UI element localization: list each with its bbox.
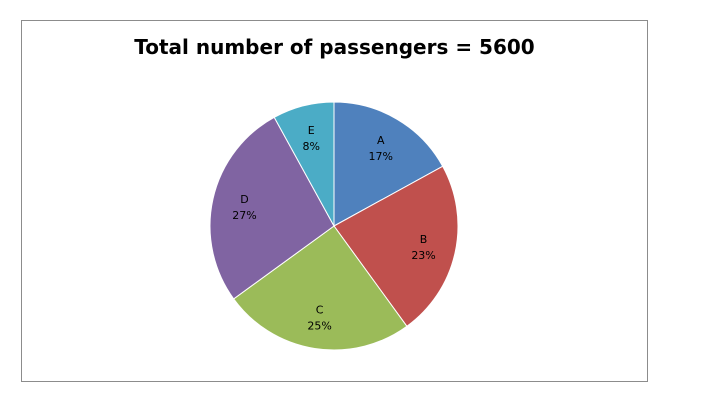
slice-label-value-e: 8% xyxy=(302,140,319,153)
chart-frame: Total number of passengers = 5600 A 17% B 2… xyxy=(21,20,648,382)
pie-slice-a xyxy=(333,101,444,227)
pie-slices xyxy=(209,101,459,351)
pie-slice-b xyxy=(333,165,459,328)
pie-slice-d xyxy=(209,116,335,300)
pie-labels: A 17% B 23% C 25% D 27% E 8% xyxy=(232,124,436,333)
slice-label-value-b: 23% xyxy=(411,249,435,262)
slice-label-category-b: B xyxy=(420,233,428,246)
pie-slice-e xyxy=(273,101,335,227)
slice-label-category-c: C xyxy=(316,304,324,317)
slice-label-value-d: 27% xyxy=(232,209,256,222)
slice-label-category-d: D xyxy=(240,193,248,206)
pie-chart: A 17% B 23% C 25% D 27% E 8% xyxy=(209,101,459,351)
pie-slice-c xyxy=(232,225,408,351)
slice-label-value-c: 25% xyxy=(307,320,331,333)
chart-title: Total number of passengers = 5600 xyxy=(134,35,535,59)
slice-label-category-a: A xyxy=(377,134,385,147)
slice-label-category-e: E xyxy=(308,124,315,137)
slice-label-value-a: 17% xyxy=(368,150,392,163)
